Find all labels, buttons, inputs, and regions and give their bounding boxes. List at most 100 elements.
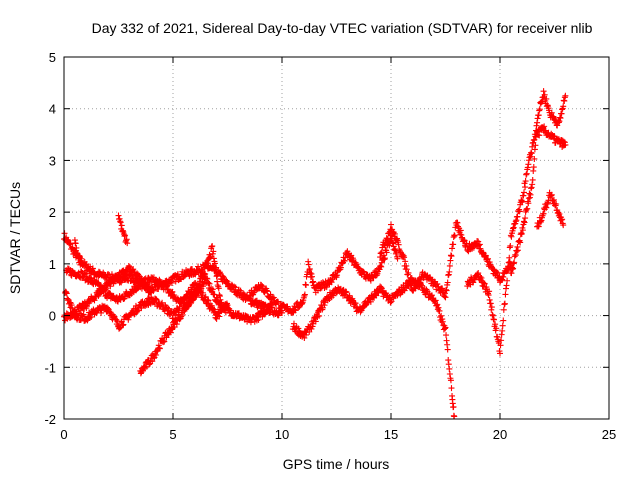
data-point [255, 316, 262, 323]
data-point [507, 242, 514, 249]
data-point [498, 337, 505, 344]
data-point [541, 91, 548, 98]
data-point [506, 254, 513, 261]
data-point [450, 241, 457, 248]
data-point [75, 253, 82, 260]
data-point [524, 205, 531, 212]
y-tick-label: -2 [44, 412, 56, 427]
data-point [517, 239, 524, 246]
data-point [511, 259, 518, 266]
data-point [525, 200, 532, 207]
data-point [519, 227, 526, 234]
series-track-c [62, 280, 231, 332]
data-point [148, 289, 155, 296]
data-point [522, 178, 529, 185]
data-point [179, 311, 186, 318]
data-point [499, 322, 506, 329]
data-point [388, 298, 395, 305]
data-point [217, 302, 224, 309]
x-tick-label: 10 [275, 427, 289, 442]
data-point [290, 320, 297, 327]
data-point [367, 277, 374, 284]
data-point [80, 311, 87, 318]
data-point [103, 285, 110, 292]
data-point [211, 260, 218, 267]
data-point [302, 282, 309, 289]
data-point [209, 243, 216, 250]
data-point [382, 255, 389, 262]
data-point [543, 95, 550, 102]
data-point [497, 350, 503, 357]
data-point [61, 230, 68, 237]
data-point [493, 325, 500, 332]
data-point [540, 210, 547, 217]
data-point [499, 327, 506, 334]
x-axis-label: GPS time / hours [283, 456, 390, 472]
data-point [488, 304, 495, 311]
data-point [522, 215, 529, 222]
data-point [284, 303, 291, 310]
data-point [405, 269, 412, 276]
data-point [402, 258, 409, 265]
series-track-m [534, 189, 567, 230]
data-points [61, 88, 569, 420]
series-track-g [137, 243, 224, 377]
data-point [211, 308, 218, 315]
data-point [448, 385, 455, 392]
data-point [443, 332, 450, 339]
x-tick-label: 5 [169, 427, 176, 442]
data-point [447, 257, 454, 264]
data-point [560, 103, 567, 110]
data-point [63, 290, 70, 297]
y-tick-label: 3 [49, 153, 56, 168]
data-point [527, 191, 534, 198]
data-point [193, 289, 200, 296]
data-point [76, 254, 83, 261]
x-tick-label: 25 [602, 427, 616, 442]
data-point [120, 321, 127, 328]
data-point [536, 106, 543, 113]
data-point [216, 313, 223, 320]
data-point [295, 325, 302, 332]
series-track-f [115, 212, 131, 247]
data-point [202, 270, 209, 277]
data-point [67, 240, 74, 247]
data-point [394, 255, 401, 262]
data-point [88, 313, 95, 320]
y-tick-label: 4 [49, 102, 56, 117]
data-point [102, 286, 109, 293]
data-point [529, 176, 536, 183]
data-point [279, 307, 285, 314]
data-point [444, 346, 451, 353]
data-point [450, 403, 457, 410]
data-point [224, 302, 231, 309]
data-point [548, 191, 555, 198]
series-track-l [507, 88, 569, 277]
chart-title: Day 332 of 2021, Sidereal Day-to-day VTE… [92, 20, 593, 36]
data-point [502, 291, 509, 298]
data-point [522, 184, 529, 191]
data-point [168, 279, 175, 286]
data-point [500, 317, 507, 324]
data-point [106, 271, 113, 278]
data-point [504, 277, 511, 284]
data-point [202, 293, 209, 300]
x-tick-label: 0 [60, 427, 67, 442]
data-point [532, 142, 539, 149]
data-point [401, 254, 408, 261]
data-point [308, 273, 315, 280]
data-point [438, 312, 445, 319]
data-point [72, 240, 79, 247]
data-point [518, 230, 525, 237]
data-point [485, 255, 492, 262]
data-point [494, 269, 501, 276]
data-point [491, 316, 498, 323]
data-point [232, 284, 239, 291]
data-point [82, 270, 89, 277]
data-point [487, 300, 494, 307]
y-axis-label: SDTVAR / TECUs [7, 182, 23, 294]
data-point [122, 232, 129, 239]
data-point [384, 235, 391, 242]
series-track-e [71, 237, 85, 268]
data-point [562, 92, 569, 99]
